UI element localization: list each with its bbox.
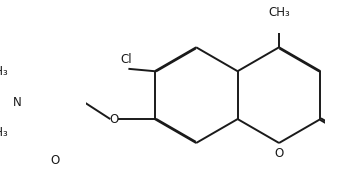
Text: CH₃: CH₃ [268, 6, 290, 19]
Text: O: O [110, 112, 119, 126]
Text: CH₃: CH₃ [0, 65, 8, 78]
Text: N: N [13, 96, 21, 109]
Text: Cl: Cl [120, 53, 132, 66]
Text: CH₃: CH₃ [0, 126, 8, 139]
Text: O: O [50, 154, 59, 167]
Text: O: O [275, 147, 284, 160]
